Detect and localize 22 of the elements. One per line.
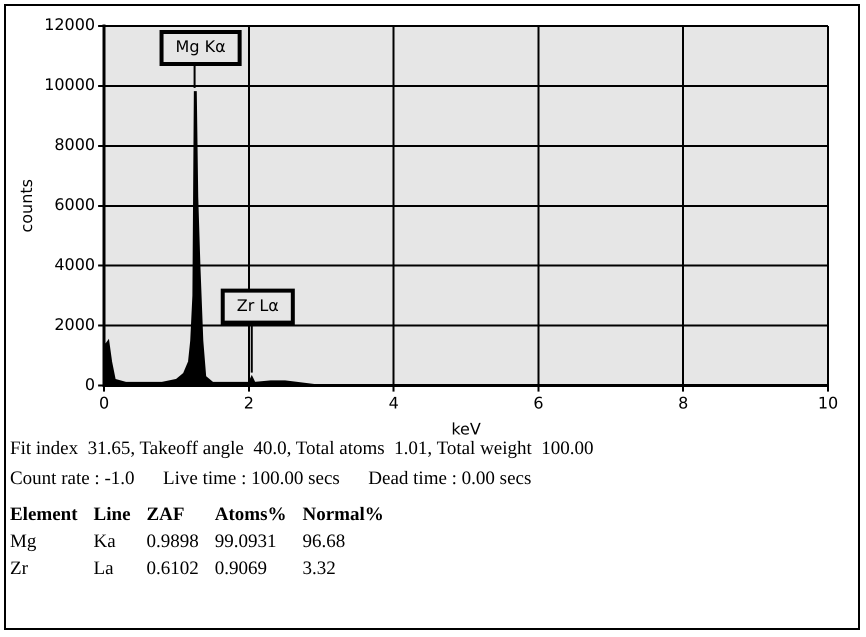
text: Count rate : -1.0 Live time : 100.00 secs Dead time : 0.00 secs: [10, 468, 532, 490]
text: Zr La 0.6102 0.9069 3.32: [10, 558, 336, 579]
y-tick-label: 4000: [54, 254, 96, 274]
x-tick-label: 8: [678, 393, 688, 412]
y-tick-label: 6000: [54, 194, 96, 214]
text: Element Line ZAF Atoms% Normal%: [10, 504, 384, 525]
x-tick-label: 0: [99, 393, 110, 412]
x-tick-label: 6: [533, 393, 544, 412]
annotation: Zr Lα: [236, 296, 279, 315]
text: Mg Ka 0.9898 99.0931 96.68: [10, 531, 346, 552]
x-axis-title: keV: [451, 420, 481, 439]
y-tick-label: 0: [84, 374, 96, 394]
y-tick-label: 2000: [54, 314, 96, 334]
y-tick-label: 12000: [44, 15, 96, 34]
y-tick-label: 8000: [54, 135, 96, 154]
x-tick-label: 10: [818, 393, 838, 412]
x-tick-label: 4: [388, 393, 399, 412]
text: Fit index 31.65, Takeoff angle 40.0, Total atoms 1.01, Total weight 100.00: [10, 438, 594, 460]
x-tick-label: 2: [244, 393, 254, 412]
y-tick-label: 10000: [44, 75, 96, 94]
annotation: Mg Kα: [176, 37, 226, 56]
y-axis-title: counts: [16, 179, 36, 233]
